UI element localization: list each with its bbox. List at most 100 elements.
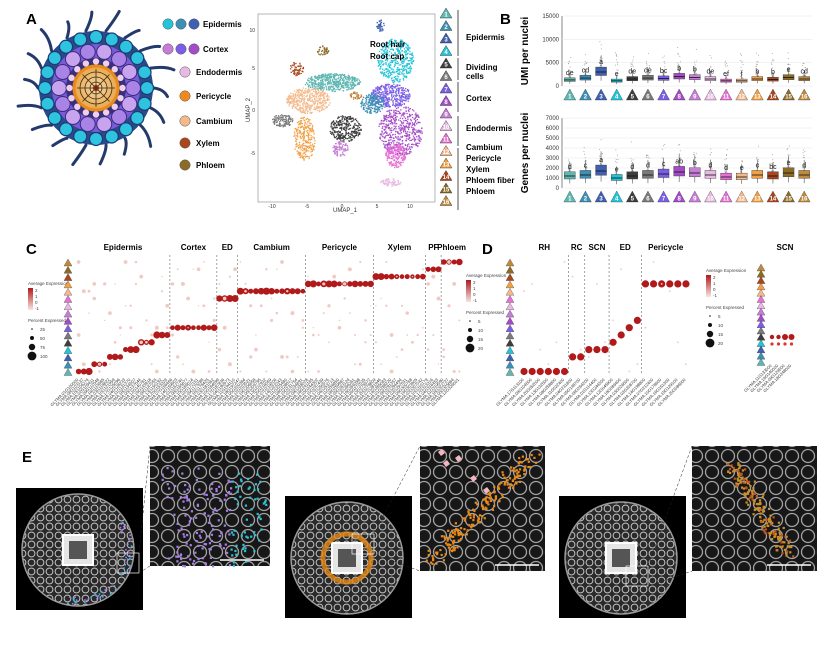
outlier <box>599 159 601 161</box>
legend-pct-tick: 10 <box>478 328 484 333</box>
outlier <box>599 155 601 157</box>
expression-dot <box>641 280 650 288</box>
outlier <box>803 157 805 159</box>
expression-dot-faint <box>317 334 320 336</box>
cluster-number: 3 <box>444 38 448 44</box>
outlier <box>662 57 664 59</box>
legend-avg-tick: 0 <box>473 292 476 297</box>
cluster-triangle-13 <box>439 157 453 169</box>
sig-letter: de <box>644 67 652 74</box>
outlier <box>711 57 713 59</box>
cluster-number: 15 <box>443 188 450 194</box>
outlier <box>632 70 634 72</box>
stele-pattern <box>77 69 115 107</box>
legend-avg-title: Average Expression <box>28 281 69 286</box>
outlier <box>678 144 680 146</box>
expression-dot-faint <box>171 333 174 337</box>
sig-letter: d <box>568 164 572 171</box>
outlier <box>679 150 681 152</box>
outlier <box>633 56 635 58</box>
expression-dot <box>425 266 431 272</box>
row-triangle <box>756 320 766 328</box>
ytick: 5000 <box>546 136 560 142</box>
category-triangle <box>610 88 623 101</box>
expression-dot-faint <box>213 297 216 300</box>
expression-dot-faint <box>596 283 598 285</box>
epidermis-cell <box>118 122 134 137</box>
endodermis-cell <box>92 57 100 66</box>
expression-dot <box>770 342 774 346</box>
box-3 <box>595 164 607 176</box>
expression-dot-faint <box>227 362 232 367</box>
outlier <box>773 60 775 62</box>
sig-letter: e <box>615 167 619 174</box>
epidermis-cell <box>139 80 155 96</box>
endodermis-cell <box>73 102 82 111</box>
legend-swatch <box>179 115 191 127</box>
outlier <box>756 158 758 160</box>
outlier <box>803 73 805 75</box>
dotplot-d-header: RH <box>539 243 551 252</box>
expression-dot-faint <box>176 355 180 359</box>
cluster-triangle-6 <box>439 70 453 81</box>
panel-d-label: D <box>482 241 493 258</box>
cluster-triangle-7 <box>439 82 453 94</box>
expression-dot-faint <box>644 326 647 329</box>
category-label: 8 <box>678 197 682 203</box>
category-label: 10 <box>707 95 714 101</box>
expression-dot <box>649 280 658 288</box>
cluster-triangle-10 <box>439 120 453 131</box>
outlier <box>708 73 710 75</box>
expression-dot-faint <box>155 369 159 374</box>
expression-dot <box>617 331 625 339</box>
dotplot-c-header: Pericycle <box>322 243 358 252</box>
category-label: 2 <box>584 95 588 101</box>
outlier <box>710 148 712 150</box>
expression-dot-faint <box>290 369 295 374</box>
expression-dot-faint <box>301 319 305 322</box>
expression-dot-faint <box>369 333 372 337</box>
umap-xtick: 5 <box>376 204 379 210</box>
outlier <box>630 63 632 65</box>
umap-xtick: 10 <box>407 204 413 210</box>
root-hair <box>71 143 88 167</box>
sig-letter: a <box>599 59 603 66</box>
endodermis-cell <box>118 84 127 92</box>
legend-label: Xylem <box>196 139 220 148</box>
expression-dot-faint <box>165 303 170 308</box>
expression-dot-faint <box>92 296 97 301</box>
box-13 <box>751 170 763 179</box>
row-triangle <box>63 338 73 347</box>
expression-dot <box>367 280 374 288</box>
category-label: 4 <box>615 95 619 101</box>
expression-dot <box>274 288 280 294</box>
outlier <box>771 163 773 165</box>
outlier <box>664 62 666 64</box>
cluster-triangle-8 <box>439 95 453 106</box>
umap-cluster-9 <box>293 116 316 161</box>
outlier <box>740 167 742 169</box>
outlier <box>802 74 804 76</box>
cluster-number: 11 <box>443 138 450 144</box>
outlier <box>725 154 727 156</box>
outlier <box>789 154 791 156</box>
root-hair <box>30 123 54 132</box>
scn-title: SCN <box>777 243 794 252</box>
expression-dot <box>190 325 196 331</box>
outlier <box>789 68 791 70</box>
category-triangle <box>735 190 748 203</box>
outlier <box>804 75 806 77</box>
expression-dot-faint <box>114 283 116 285</box>
expression-dot <box>309 280 317 288</box>
legend-label: Cortex <box>203 45 229 54</box>
outlier <box>802 62 804 64</box>
outlier <box>786 67 788 69</box>
outlier <box>601 59 603 61</box>
legend-avg-tick: 0 <box>713 287 716 292</box>
expression-dot <box>435 266 442 273</box>
row-triangle <box>63 287 73 296</box>
expression-dot-faint <box>421 268 424 271</box>
expression-dot <box>252 288 259 295</box>
legend-avg-tick: -1 <box>713 293 717 298</box>
outlier <box>802 156 804 158</box>
